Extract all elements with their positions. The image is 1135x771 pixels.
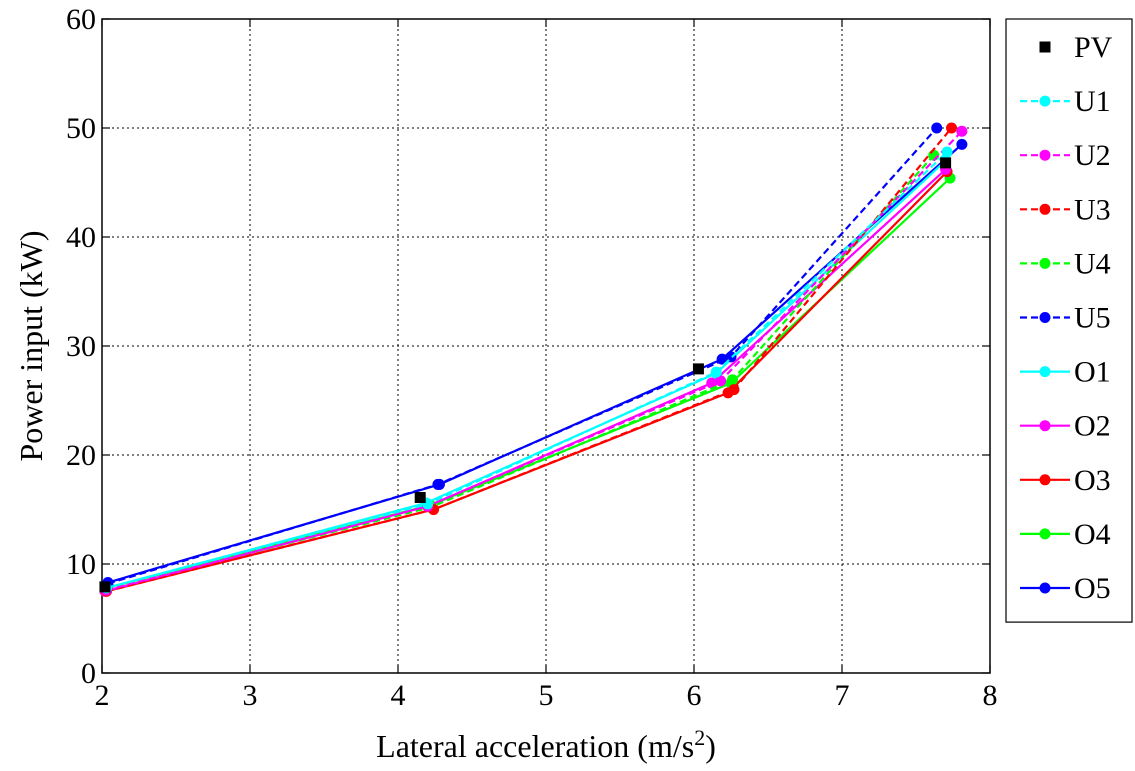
series-line-u2 — [106, 130, 963, 592]
legend: PV U1 U2 U3 U4 U5 O1 O2 O3 O4 O5 — [1005, 18, 1133, 623]
x-axis-label-main: Lateral acceleration (m/s — [376, 728, 694, 764]
series-line-u1 — [106, 151, 948, 590]
legend-label-o5: O5 — [1074, 572, 1111, 605]
x-tick-label: 2 — [95, 679, 110, 712]
legend-marker-u5 — [1039, 312, 1051, 323]
legend-marker-u4 — [1039, 257, 1051, 269]
x-tick-label: 5 — [539, 679, 554, 712]
legend-label-u3: U3 — [1074, 193, 1111, 226]
legend-label-u4: U4 — [1074, 247, 1111, 280]
x-tick-label: 3 — [243, 679, 258, 712]
legend-item-o3: O3 — [1020, 464, 1111, 497]
legend-marker-o5 — [1039, 582, 1051, 594]
grid-lines — [102, 19, 990, 673]
data-point-pv — [940, 157, 952, 169]
y-axis-label: Power input (kW) — [13, 230, 49, 461]
legend-box — [1005, 18, 1133, 623]
data-point-u3 — [728, 384, 740, 396]
data-point-pv — [414, 492, 426, 504]
legend-marker-o3 — [1039, 474, 1051, 486]
legend-label-o2: O2 — [1074, 410, 1111, 443]
y-tick-label: 40 — [66, 221, 96, 254]
series-line-u5 — [107, 127, 938, 585]
axis-ticks: 2 3 4 5 6 7 8 0 10 20 30 40 50 60 — [66, 3, 998, 712]
legend-label-u5: U5 — [1074, 302, 1111, 335]
legend-item-u4: U4 — [1020, 247, 1111, 280]
data-point-pv — [692, 363, 704, 375]
x-tick-label: 8 — [983, 679, 998, 712]
legend-marker-o2 — [1039, 420, 1051, 432]
data-point-u5 — [432, 478, 444, 490]
legend-marker-u3 — [1039, 203, 1051, 215]
series-pv — [99, 157, 952, 593]
legend-marker-pv — [1039, 41, 1051, 53]
legend-marker-o1 — [1039, 366, 1051, 378]
series-layer — [99, 122, 968, 597]
data-point-pv — [99, 581, 111, 593]
legend-marker-u2 — [1039, 149, 1051, 161]
data-point-u1 — [710, 366, 722, 378]
legend-item-o1: O1 — [1020, 356, 1111, 389]
legend-item-u3: U3 — [1020, 193, 1111, 226]
x-tick-label: 7 — [835, 679, 850, 712]
y-tick-label: 30 — [66, 330, 96, 363]
data-point-u3 — [946, 122, 958, 134]
legend-item-o5: O5 — [1020, 572, 1111, 605]
x-axis-label: Lateral acceleration (m/s2) — [376, 725, 716, 764]
legend-label-o1: O1 — [1074, 356, 1111, 389]
legend-label-pv: PV — [1074, 31, 1113, 64]
data-point-u4 — [726, 374, 738, 386]
legend-marker-u1 — [1039, 95, 1051, 107]
legend-marker-o4 — [1039, 528, 1051, 540]
legend-item-o2: O2 — [1020, 410, 1111, 443]
y-tick-label: 60 — [66, 3, 96, 36]
x-tick-label: 4 — [391, 679, 406, 712]
legend-label-o4: O4 — [1074, 518, 1111, 551]
legend-item-o4: O4 — [1020, 518, 1111, 551]
legend-item-u5: U5 — [1020, 302, 1111, 335]
x-tick-label: 6 — [687, 679, 702, 712]
x-axis-label-end: ) — [705, 728, 716, 764]
data-point-o5 — [956, 138, 968, 150]
legend-label-u2: U2 — [1074, 139, 1111, 172]
y-tick-label: 20 — [66, 439, 96, 472]
x-axis-label-superscript: 2 — [694, 725, 705, 750]
legend-label-u1: U1 — [1074, 85, 1111, 118]
series-line-u3 — [106, 127, 953, 593]
data-point-u2 — [715, 375, 727, 387]
data-point-u5 — [931, 122, 943, 134]
legend-item-u2: U2 — [1020, 139, 1111, 172]
legend-label-o3: O3 — [1074, 464, 1111, 497]
y-tick-label: 50 — [66, 112, 96, 145]
legend-item-u1: U1 — [1020, 85, 1111, 118]
data-point-u2 — [956, 125, 968, 137]
data-point-u1 — [941, 146, 953, 158]
y-tick-label: 0 — [81, 657, 96, 690]
y-tick-label: 10 — [66, 548, 96, 581]
legend-item-pv: PV — [1039, 31, 1113, 64]
